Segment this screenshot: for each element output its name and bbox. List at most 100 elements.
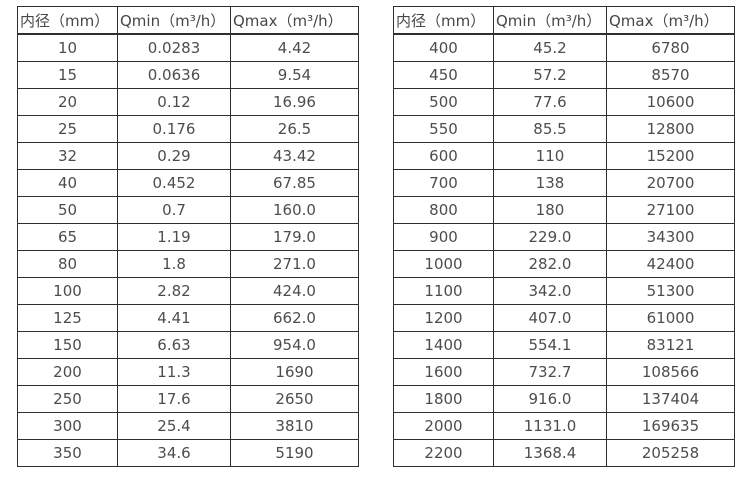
table-row: 200 11.3 1690 — [17, 358, 359, 386]
table-cell: 2.82 — [117, 277, 231, 305]
table-row: 1100 342.0 51300 — [393, 277, 735, 305]
table-row: 20 0.12 16.96 — [17, 88, 359, 116]
table-cell: 61000 — [606, 304, 735, 332]
table-row: 40 0.452 67.85 — [17, 169, 359, 197]
table-cell: 1.8 — [117, 250, 231, 278]
table-row: 1200 407.0 61000 — [393, 304, 735, 332]
table-cell: 342.0 — [493, 277, 607, 305]
table-cell: 900 — [393, 223, 494, 251]
table-cell: 300 — [17, 412, 118, 440]
table-cell: 6780 — [606, 33, 735, 62]
table-cell: 100 — [17, 277, 118, 305]
table-cell: 271.0 — [230, 250, 359, 278]
table-row: 10 0.0283 4.42 — [17, 33, 359, 62]
table-cell: 20700 — [606, 169, 735, 197]
table-cell: 2200 — [393, 439, 494, 467]
table-cell: 20 — [17, 88, 118, 116]
table-row: 1000 282.0 42400 — [393, 250, 735, 278]
table-cell: 1690 — [230, 358, 359, 386]
table-cell: 700 — [393, 169, 494, 197]
table-row: 2200 1368.4 205258 — [393, 439, 735, 467]
table-cell: 6.63 — [117, 331, 231, 359]
table-cell: 400 — [393, 33, 494, 62]
table-cell: 150 — [17, 331, 118, 359]
table-row: 80 1.8 271.0 — [17, 250, 359, 278]
table-row: 400 45.2 6780 — [393, 33, 735, 62]
table-cell: 1000 — [393, 250, 494, 278]
table-cell: 25 — [17, 115, 118, 143]
table-row: 1600 732.7 108566 — [393, 358, 735, 386]
table-cell: 180 — [493, 196, 607, 224]
table-cell: 407.0 — [493, 304, 607, 332]
table-cell: 1100 — [393, 277, 494, 305]
header-cell: Qmin（m³/h） — [117, 6, 231, 35]
table-row: 65 1.19 179.0 — [17, 223, 359, 251]
table-cell: 50 — [17, 196, 118, 224]
table-cell: 9.54 — [230, 61, 359, 89]
table-cell: 40 — [17, 169, 118, 197]
table-cell: 17.6 — [117, 385, 231, 413]
table-cell: 0.0283 — [117, 33, 231, 62]
table-row: 600 110 15200 — [393, 142, 735, 170]
table-cell: 26.5 — [230, 115, 359, 143]
table-row: 800 180 27100 — [393, 196, 735, 224]
table-cell: 424.0 — [230, 277, 359, 305]
header-cell: Qmax（m³/h） — [230, 6, 359, 35]
table-cell: 1368.4 — [493, 439, 607, 467]
table-cell: 8570 — [606, 61, 735, 89]
table-cell: 1131.0 — [493, 412, 607, 440]
table-row: 125 4.41 662.0 — [17, 304, 359, 332]
header-cell: 内径（mm） — [17, 6, 118, 35]
table-cell: 1.19 — [117, 223, 231, 251]
table-cell: 3810 — [230, 412, 359, 440]
table-cell: 10 — [17, 33, 118, 62]
table-row: 50 0.7 160.0 — [17, 196, 359, 224]
header-row: 内径（mm） Qmin（m³/h） Qmax（m³/h） — [393, 6, 735, 35]
table-row: 350 34.6 5190 — [17, 439, 359, 467]
header-cell: Qmax（m³/h） — [606, 6, 735, 35]
table-cell: 2000 — [393, 412, 494, 440]
table-row: 550 85.5 12800 — [393, 115, 735, 143]
table-cell: 1400 — [393, 331, 494, 359]
table-row: 150 6.63 954.0 — [17, 331, 359, 359]
table-cell: 350 — [17, 439, 118, 467]
table-cell: 110 — [493, 142, 607, 170]
table-cell: 1200 — [393, 304, 494, 332]
table-row: 25 0.176 26.5 — [17, 115, 359, 143]
table-cell: 108566 — [606, 358, 735, 386]
table-cell: 125 — [17, 304, 118, 332]
table-cell: 138 — [493, 169, 607, 197]
table-cell: 500 — [393, 88, 494, 116]
table-cell: 15200 — [606, 142, 735, 170]
table-cell: 0.176 — [117, 115, 231, 143]
table-cell: 67.85 — [230, 169, 359, 197]
table-cell: 282.0 — [493, 250, 607, 278]
table-cell: 32 — [17, 142, 118, 170]
table-cell: 600 — [393, 142, 494, 170]
table-cell: 250 — [17, 385, 118, 413]
table-cell: 137404 — [606, 385, 735, 413]
table-cell: 450 — [393, 61, 494, 89]
table-cell: 15 — [17, 61, 118, 89]
table-cell: 12800 — [606, 115, 735, 143]
table-cell: 85.5 — [493, 115, 607, 143]
header-row: 内径（mm） Qmin（m³/h） Qmax（m³/h） — [17, 6, 359, 35]
table-cell: 65 — [17, 223, 118, 251]
table-cell: 0.12 — [117, 88, 231, 116]
table-cell: 4.42 — [230, 33, 359, 62]
table-cell: 80 — [17, 250, 118, 278]
flow-table-small-diameters: 内径（mm） Qmin（m³/h） Qmax（m³/h） 10 0.0283 4.42 15… — [17, 6, 359, 467]
table-cell: 0.452 — [117, 169, 231, 197]
table-cell: 205258 — [606, 439, 735, 467]
flow-table-large-diameters: 内径（mm） Qmin（m³/h） Qmax（m³/h） 400 45.2 6780 450… — [393, 6, 735, 467]
table-row: 32 0.29 43.42 — [17, 142, 359, 170]
table-row: 250 17.6 2650 — [17, 385, 359, 413]
table-cell: 169635 — [606, 412, 735, 440]
table-cell: 83121 — [606, 331, 735, 359]
header-cell: Qmin（m³/h） — [493, 6, 607, 35]
table-cell: 160.0 — [230, 196, 359, 224]
table-cell: 4.41 — [117, 304, 231, 332]
header-cell: 内径（mm） — [393, 6, 494, 35]
table-cell: 200 — [17, 358, 118, 386]
